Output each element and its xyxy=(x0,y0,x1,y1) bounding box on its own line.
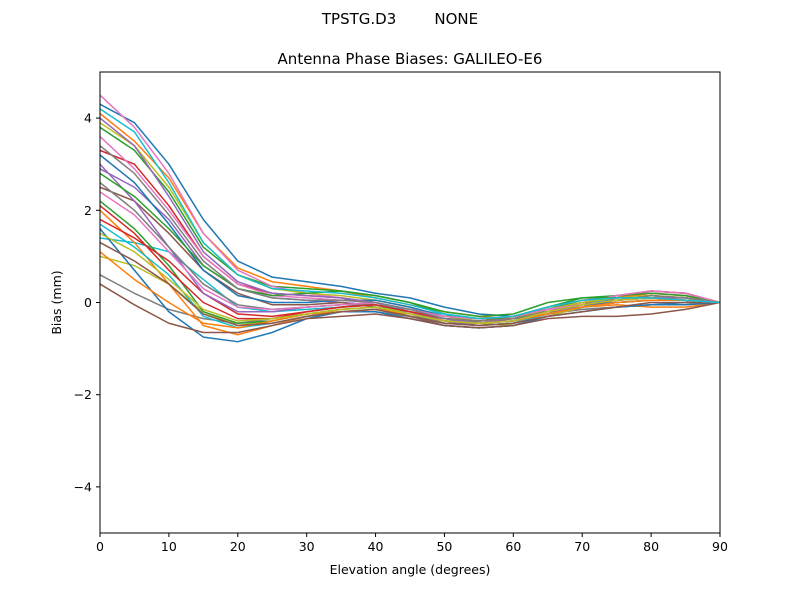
y-tick-label: 0 xyxy=(84,295,92,310)
x-tick-label: 50 xyxy=(436,539,452,554)
x-tick-label: 40 xyxy=(368,539,384,554)
series-line-29 xyxy=(99,232,721,324)
series-line-16 xyxy=(99,283,721,334)
chart-title: Antenna Phase Biases: GALILEO-E6 xyxy=(278,50,543,68)
x-tick-label: 20 xyxy=(230,539,246,554)
series-line-30 xyxy=(99,108,721,320)
y-tick-label: −2 xyxy=(74,387,92,402)
series-lines xyxy=(99,94,721,343)
y-axis-ticks: −4 −2 0 2 4 xyxy=(74,111,100,494)
x-tick-label: 30 xyxy=(299,539,315,554)
x-axis-label: Elevation angle (degrees) xyxy=(330,562,491,577)
y-tick-label: 2 xyxy=(84,203,92,218)
plot-frame xyxy=(99,71,721,534)
x-tick-label: 70 xyxy=(574,539,590,554)
x-tick-label: 90 xyxy=(712,539,728,554)
x-tick-label: 80 xyxy=(643,539,659,554)
series-line-26 xyxy=(99,241,720,327)
x-tick-label: 0 xyxy=(96,539,104,554)
y-axis-label: Bias (mm) xyxy=(49,270,64,334)
figure-suptitle: TPSTG.D3 NONE xyxy=(321,10,478,28)
y-tick-label: −4 xyxy=(74,479,92,494)
y-tick-label: 4 xyxy=(84,111,92,126)
x-axis-ticks: 0 10 20 30 40 50 60 70 80 90 xyxy=(96,533,728,554)
x-tick-label: 10 xyxy=(161,539,177,554)
x-tick-label: 60 xyxy=(505,539,521,554)
